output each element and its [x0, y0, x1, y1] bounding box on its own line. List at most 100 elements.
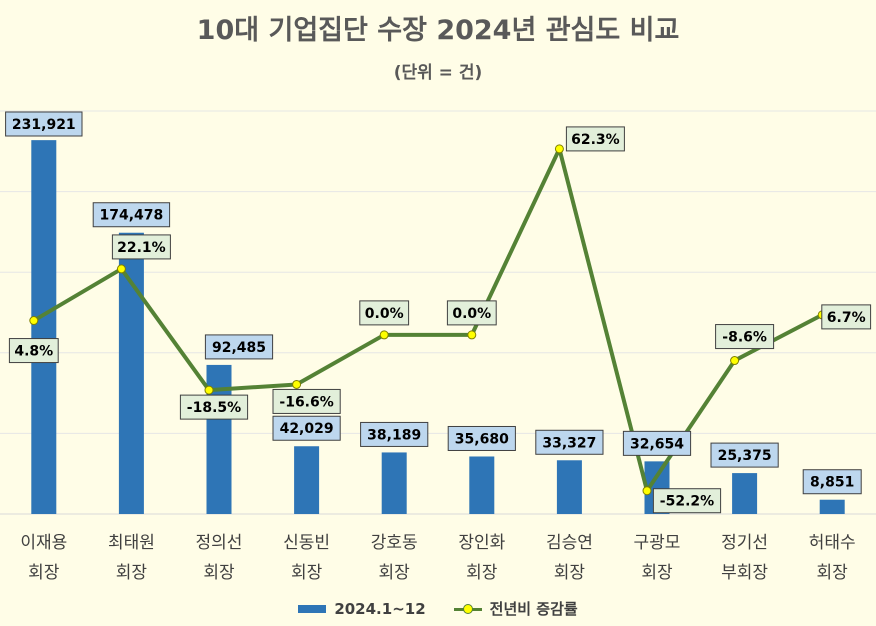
line-point: [379, 330, 389, 340]
bar-value-label: 32,654: [622, 430, 692, 456]
bar-value-label-box: [710, 442, 779, 468]
bar-value-label-box: [802, 469, 862, 495]
bar-value-label: 42,029: [272, 415, 341, 441]
line-value-label-box: [359, 300, 410, 326]
bar-value-label-box: [447, 425, 516, 451]
line-value-label-box: [111, 234, 171, 260]
bar-value-label-text: 25,375: [718, 448, 772, 464]
category-label-title: 회장: [466, 563, 498, 583]
category-label-name: 정기선: [721, 533, 768, 553]
gridlines: [0, 110, 876, 515]
bar-value-label-box: [92, 202, 171, 228]
bar-value-label: 35,680: [447, 425, 516, 451]
bar-value-label-text: 33,327: [542, 435, 596, 451]
bar-series: [31, 140, 845, 515]
bar-value-label-box: [5, 111, 83, 137]
bar-value-label: 25,375: [710, 442, 779, 468]
bar: [118, 232, 144, 515]
bar-value-label: 8,851: [802, 469, 862, 495]
legend-item-line: 전년비 증감률: [453, 598, 578, 619]
bar: [381, 452, 407, 514]
category-label-title: 회장: [291, 563, 323, 583]
line-value-label: 4.8%: [8, 338, 59, 364]
category-label-title: 회장: [641, 563, 673, 583]
line-value-label-box: [821, 304, 872, 330]
chart-subtitle: (단위 = 건): [393, 63, 483, 83]
bar-value-label: 92,485: [204, 334, 274, 360]
legend-label-line: 전년비 증감률: [489, 600, 578, 618]
legend-line-swatch: [453, 603, 482, 615]
bar-value-label-box: [204, 334, 274, 360]
legend-bar-swatch: [298, 604, 327, 613]
line-value-label-text: 22.1%: [117, 240, 166, 256]
category-label-title: 회장: [379, 563, 411, 583]
bar: [294, 446, 320, 514]
bar-value-label-box: [535, 429, 604, 455]
trend-line: [32, 146, 824, 493]
bar-value-label: 231,921: [5, 111, 83, 137]
bar-value-label-box: [622, 430, 692, 456]
category-label-title: 회장: [28, 563, 60, 583]
line-point: [730, 356, 740, 366]
bar-value-label-text: 8,851: [810, 475, 854, 491]
line-value-label-text: 0.0%: [452, 306, 491, 322]
category-label-name: 구광모: [634, 533, 681, 553]
line-value-label-box: [652, 488, 722, 514]
line-point: [204, 385, 214, 395]
line-value-label-box: [715, 324, 775, 350]
bar-value-label-text: 35,680: [455, 431, 509, 447]
line-value-label: 6.7%: [821, 304, 872, 330]
data-labels: 231,921 174,478 92,485 42,029 38,189 35,680 33…: [5, 111, 872, 514]
line-value-label: -52.2%: [652, 488, 722, 514]
line-value-label-text: 62.3%: [571, 132, 620, 148]
line-value-label-text: -16.6%: [279, 394, 333, 410]
legend-item-bars: 2024.1~12: [298, 599, 426, 618]
category-label-title: 부회장: [721, 563, 768, 583]
category-label-name: 강호동: [371, 533, 418, 553]
category-label-name: 김승연: [546, 533, 593, 553]
bar-value-label-box: [272, 415, 341, 441]
line-value-label: 0.0%: [446, 300, 497, 326]
category-label-title: 회장: [817, 563, 849, 583]
line-value-label-text: -52.2%: [660, 494, 714, 510]
bar: [31, 140, 57, 514]
bar-value-label-box: [360, 421, 429, 447]
line-value-label-box: [446, 300, 497, 326]
line-value-label-box: [272, 388, 341, 414]
bar-value-label-text: 42,029: [280, 421, 334, 437]
bar-value-label-text: 231,921: [12, 117, 76, 133]
line-value-label-text: 0.0%: [365, 306, 404, 322]
line-value-label-text: -8.6%: [722, 330, 767, 346]
line-value-label-text: -18.5%: [187, 400, 241, 416]
category-label-name: 장인화: [458, 533, 505, 553]
line-value-label-text: 4.8%: [14, 344, 53, 360]
bar: [819, 499, 845, 514]
line-point: [116, 264, 126, 274]
line-value-label-box: [179, 394, 249, 420]
line-value-label: -16.6%: [272, 388, 341, 414]
line-point: [642, 486, 652, 496]
bar: [469, 456, 495, 514]
category-label-name: 정의선: [196, 533, 243, 553]
category-label-name: 허태수: [809, 533, 856, 553]
bar-value-label: 38,189: [360, 421, 429, 447]
bar-value-label: 174,478: [92, 202, 171, 228]
category-label-title: 회장: [554, 563, 586, 583]
bar: [732, 473, 758, 514]
line-value-label: 62.3%: [565, 126, 625, 152]
line-point: [554, 144, 564, 154]
category-label-title: 회장: [203, 563, 235, 583]
line-value-label: 0.0%: [359, 300, 410, 326]
bar: [556, 460, 582, 514]
line-point: [292, 379, 302, 389]
line-value-label: -8.6%: [715, 324, 775, 350]
line-value-label: -18.5%: [179, 394, 249, 420]
bar-value-label-text: 38,189: [367, 427, 421, 443]
line-value-label: 22.1%: [111, 234, 171, 260]
line-point: [29, 316, 39, 326]
legend-label-bars: 2024.1~12: [334, 599, 426, 618]
line-point: [467, 330, 477, 340]
chart-title: 10대 기업집단 수장 2024년 관심도 비교: [196, 15, 680, 46]
